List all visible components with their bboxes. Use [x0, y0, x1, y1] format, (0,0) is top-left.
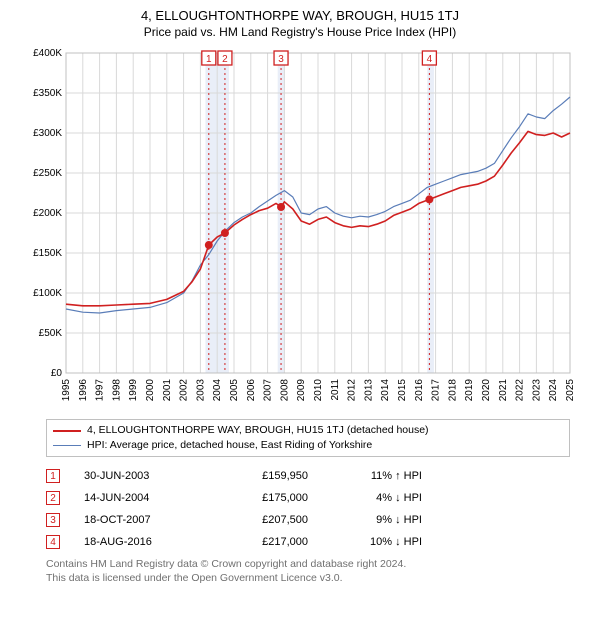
x-tick-label: 2024 [548, 379, 559, 402]
event-delta: 9% ↓ HPI [332, 514, 422, 526]
x-tick-label: 2000 [145, 379, 156, 402]
x-tick-label: 1999 [128, 379, 139, 402]
event-marker-num: 3 [278, 54, 284, 65]
x-tick-label: 2022 [515, 379, 526, 402]
y-tick-label: £400K [33, 48, 62, 59]
x-tick-label: 2013 [363, 379, 374, 402]
x-tick-label: 2001 [162, 379, 173, 402]
event-row: 2 14-JUN-2004 £175,000 4% ↓ HPI [46, 487, 570, 509]
legend-label-hpi: HPI: Average price, detached house, East… [87, 438, 372, 453]
x-tick-label: 2017 [431, 379, 442, 402]
x-tick-label: 2004 [212, 379, 223, 402]
legend-row-subject: 4, ELLOUGHTONTHORPE WAY, BROUGH, HU15 1T… [53, 423, 563, 438]
attribution-line1: Contains HM Land Registry data © Crown c… [46, 558, 570, 572]
attribution: Contains HM Land Registry data © Crown c… [46, 555, 570, 585]
legend-swatch-hpi [53, 445, 81, 446]
event-marker-num: 4 [427, 54, 433, 65]
event-marker-num: 1 [206, 54, 212, 65]
event-date: 14-JUN-2004 [84, 492, 184, 504]
event-marker-dot [221, 229, 229, 237]
event-date: 18-OCT-2007 [84, 514, 184, 526]
x-tick-label: 2003 [195, 379, 206, 402]
event-num-box: 1 [46, 469, 60, 483]
y-tick-label: £200K [33, 208, 62, 219]
x-tick-label: 1995 [61, 379, 72, 402]
x-tick-label: 2014 [380, 379, 391, 402]
x-tick-label: 2006 [246, 379, 257, 402]
legend-label-subject: 4, ELLOUGHTONTHORPE WAY, BROUGH, HU15 1T… [87, 423, 429, 438]
x-tick-label: 2009 [296, 379, 307, 402]
y-tick-label: £300K [33, 128, 62, 139]
attribution-line2: This data is licensed under the Open Gov… [46, 572, 570, 586]
event-marker-dot [425, 195, 433, 203]
event-row: 3 18-OCT-2007 £207,500 9% ↓ HPI [46, 509, 570, 531]
x-tick-label: 2016 [414, 379, 425, 402]
x-tick-label: 2021 [498, 379, 509, 402]
x-tick-label: 2020 [481, 379, 492, 402]
event-table: 1 30-JUN-2003 £159,950 11% ↑ HPI 2 14-JUN-200… [46, 465, 570, 553]
y-tick-label: £250K [33, 168, 62, 179]
x-tick-label: 2012 [347, 379, 358, 402]
event-row: 4 18-AUG-2016 £217,000 10% ↓ HPI [46, 531, 570, 553]
x-tick-label: 2015 [397, 379, 408, 402]
legend-box: 4, ELLOUGHTONTHORPE WAY, BROUGH, HU15 1T… [46, 419, 570, 457]
x-tick-label: 2002 [179, 379, 190, 402]
x-tick-label: 2011 [330, 379, 341, 401]
x-tick-label: 2018 [447, 379, 458, 402]
y-tick-label: £100K [33, 288, 62, 299]
x-tick-label: 2019 [464, 379, 475, 402]
legend-row-hpi: HPI: Average price, detached house, East… [53, 438, 563, 453]
event-marker-dot [277, 203, 285, 211]
x-tick-label: 1998 [111, 379, 122, 402]
x-tick-label: 1996 [78, 379, 89, 402]
event-row: 1 30-JUN-2003 £159,950 11% ↑ HPI [46, 465, 570, 487]
y-tick-label: £350K [33, 88, 62, 99]
event-delta: 11% ↑ HPI [332, 470, 422, 482]
x-tick-label: 2023 [531, 379, 542, 402]
event-marker-num: 2 [222, 54, 228, 65]
event-price: £207,500 [208, 514, 308, 526]
x-tick-label: 2010 [313, 379, 324, 402]
event-price: £175,000 [208, 492, 308, 504]
event-marker-dot [205, 241, 213, 249]
event-num-box: 3 [46, 513, 60, 527]
page-title: 4, ELLOUGHTONTHORPE WAY, BROUGH, HU15 1T… [0, 0, 600, 23]
y-tick-label: £0 [51, 368, 63, 379]
x-tick-label: 2025 [565, 379, 576, 402]
y-tick-label: £50K [39, 328, 63, 339]
event-date: 18-AUG-2016 [84, 536, 184, 548]
x-tick-label: 2005 [229, 379, 240, 402]
event-num-box: 4 [46, 535, 60, 549]
chart-svg: £0 £50K £100K £150K £200K £250K £300K £350K £400… [20, 43, 580, 413]
event-price: £217,000 [208, 536, 308, 548]
x-tick-label: 2007 [263, 379, 274, 402]
legend-swatch-subject [53, 430, 81, 432]
x-tick-label: 2008 [279, 379, 290, 402]
chart-area: £0 £50K £100K £150K £200K £250K £300K £350K £400… [20, 43, 580, 413]
event-delta: 4% ↓ HPI [332, 492, 422, 504]
event-num-box: 2 [46, 491, 60, 505]
x-tick-label: 1997 [95, 379, 106, 402]
event-date: 30-JUN-2003 [84, 470, 184, 482]
page-subtitle: Price paid vs. HM Land Registry's House … [0, 23, 600, 39]
y-tick-label: £150K [33, 248, 62, 259]
event-delta: 10% ↓ HPI [332, 536, 422, 548]
event-price: £159,950 [208, 470, 308, 482]
